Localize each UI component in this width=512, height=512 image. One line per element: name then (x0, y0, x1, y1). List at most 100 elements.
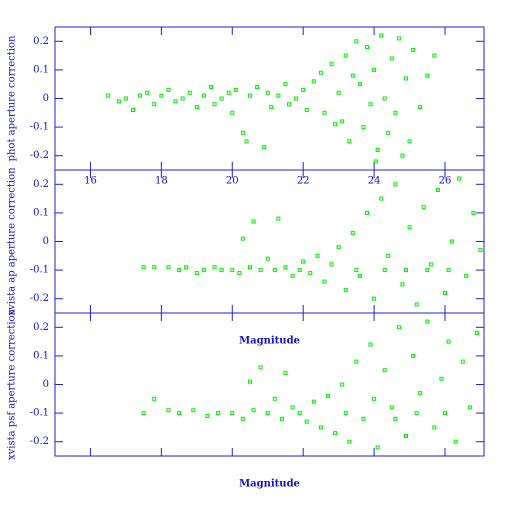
point (393, 182, 398, 187)
x-tick-label: 20 (226, 176, 239, 187)
point (315, 253, 320, 258)
point (439, 376, 444, 381)
y-tick-label: -0.2 (30, 436, 49, 447)
point (404, 433, 408, 438)
point (106, 93, 111, 98)
point (258, 268, 263, 273)
point (333, 122, 338, 127)
point (411, 353, 416, 358)
point (276, 216, 281, 221)
point (432, 425, 437, 430)
point (279, 416, 284, 421)
point (471, 210, 476, 215)
point (361, 416, 366, 421)
y-tick-label: 0 (43, 93, 49, 104)
point (343, 411, 348, 416)
point (145, 90, 150, 95)
point (407, 225, 412, 230)
y-tick-label: -0.1 (30, 122, 49, 133)
y-tick-label: 0 (43, 236, 49, 247)
point (343, 53, 348, 58)
point (311, 399, 316, 404)
point (404, 76, 408, 81)
point (432, 53, 437, 58)
point (329, 62, 334, 67)
point (201, 268, 206, 273)
point (418, 391, 423, 396)
y-tick-label: 0.2 (33, 322, 49, 333)
point (373, 159, 378, 164)
point (248, 93, 252, 98)
point (361, 125, 366, 130)
point (443, 290, 447, 295)
point (290, 273, 295, 278)
point (354, 359, 359, 364)
y-tick-label: 0.2 (33, 36, 49, 47)
point (421, 205, 426, 210)
point (276, 93, 281, 98)
point (272, 396, 277, 401)
point (396, 36, 401, 41)
point (350, 230, 355, 235)
point (230, 411, 235, 416)
point (233, 87, 238, 92)
point (248, 265, 252, 270)
point (446, 339, 451, 344)
y-tick-label: 0.2 (33, 179, 49, 190)
point (283, 82, 288, 87)
point (166, 408, 171, 413)
point (347, 439, 352, 444)
point (326, 393, 330, 398)
point (372, 296, 377, 301)
point (244, 139, 249, 144)
point (177, 411, 182, 416)
point (414, 411, 419, 416)
y-tick-label: 0.1 (33, 207, 49, 218)
point (123, 96, 128, 101)
point (258, 365, 263, 370)
x-tick-label: 26 (439, 176, 452, 187)
point (265, 256, 270, 261)
point (187, 90, 192, 95)
point (425, 73, 430, 78)
point (382, 368, 387, 373)
point (457, 176, 462, 181)
point (354, 268, 359, 273)
point (365, 45, 369, 50)
point (152, 102, 157, 107)
point (290, 405, 295, 410)
y-axis-label: xvista ap aperture correction (7, 167, 18, 316)
point (177, 268, 182, 273)
point (265, 411, 270, 416)
point (418, 105, 423, 110)
point (272, 268, 277, 273)
point (350, 73, 355, 78)
point (340, 119, 345, 124)
point (287, 102, 291, 107)
point (318, 425, 323, 430)
point (230, 268, 235, 273)
point (357, 273, 362, 278)
point (386, 253, 391, 258)
point (283, 265, 288, 270)
point (201, 93, 206, 98)
point (411, 47, 416, 52)
point (368, 342, 373, 347)
point (152, 396, 157, 401)
point (304, 107, 309, 112)
point (322, 110, 327, 115)
x-axis-label: Magnitude (239, 479, 300, 490)
point (414, 302, 419, 307)
point (180, 96, 185, 101)
point (138, 93, 143, 98)
x-axis-label: Magnitude (239, 336, 300, 347)
point (240, 130, 245, 135)
point (240, 416, 245, 421)
point (297, 411, 302, 416)
point (191, 408, 196, 413)
point (216, 411, 221, 416)
point (375, 147, 380, 152)
point (194, 105, 199, 110)
point (375, 445, 380, 450)
